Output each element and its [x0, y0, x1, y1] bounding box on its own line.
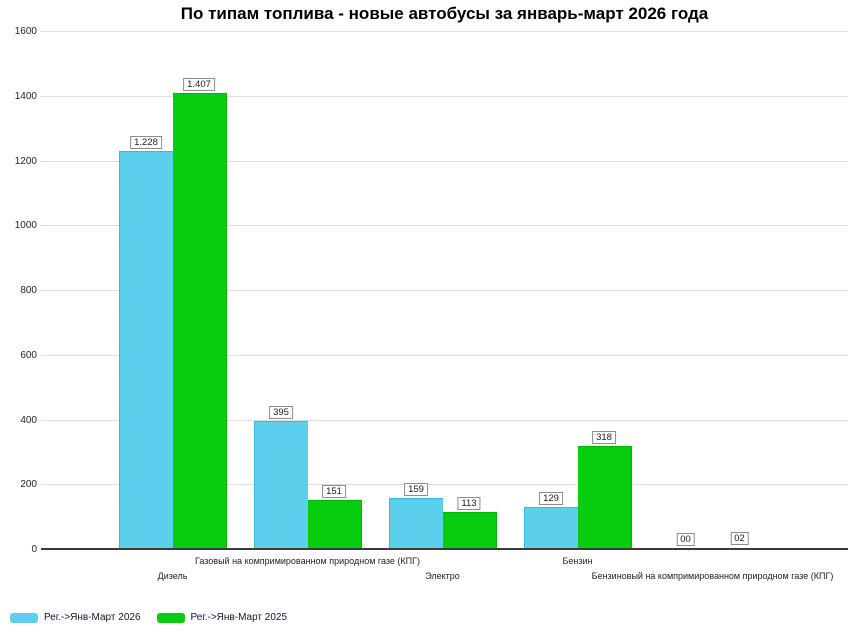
bar-2025: 151: [307, 485, 362, 549]
y-axis-tick-label: 600: [20, 349, 37, 361]
bar-2025: 318: [577, 431, 632, 549]
bar-2026: 129: [523, 492, 578, 549]
bar-group: 129 318: [510, 31, 645, 549]
gridline: [41, 225, 848, 227]
bar-value-label: 02: [730, 532, 749, 545]
legend-item-label: Рег.->Янв-Март 2026: [44, 612, 141, 623]
bar-value-label: 1.228: [130, 136, 162, 150]
bar-group: 159 113: [375, 31, 510, 549]
bars-region: 1.228 1.407 395 151 159 113 129 318 00 02: [105, 31, 780, 549]
legend-item-label: Рег.->Янв-Март 2025: [190, 612, 288, 623]
bar-value-label: 318: [592, 431, 616, 445]
legend-item-2025: Рег.->Янв-Март 2025: [156, 612, 288, 623]
gridline: [41, 484, 848, 486]
gridline: [41, 354, 848, 356]
bar-value-label: 159: [404, 482, 428, 496]
gridline: [41, 290, 848, 291]
legend-item-2026: Рег.->Янв-Март 2026: [10, 612, 141, 623]
bar-value-label: 1.407: [183, 78, 215, 92]
bar-group: 1.228 1.407: [105, 31, 240, 549]
legend: Рег.->Янв-Март 2026 Рег.->Янв-Март 2025: [10, 612, 287, 623]
bar-2025: 1.407: [172, 78, 227, 549]
y-axis-tick-label: 1200: [14, 155, 37, 167]
bar-group: 00 02: [645, 31, 780, 549]
y-axis-tick-label: 400: [20, 414, 37, 426]
gridline: [41, 419, 848, 421]
gridline: [41, 160, 848, 162]
bar-value-label: 395: [269, 406, 293, 420]
bar-value-label: 129: [539, 492, 563, 506]
x-axis-category-label: Бензиновый на компримированном природном…: [591, 571, 834, 581]
gridline: [41, 31, 848, 32]
x-axis-category-label: Электро: [425, 571, 460, 581]
bar-value-label: 00: [676, 533, 695, 546]
plot-area: 1.228 1.407 395 151 159 113 129 318 00 02: [41, 31, 848, 550]
chart-title: По типам топлива - новые автобусы за янв…: [180, 4, 709, 23]
y-axis-tick-label: 1600: [14, 26, 37, 37]
x-axis-line: [41, 548, 848, 550]
x-axis-category-label: Газовый на компримированном природном га…: [195, 556, 420, 566]
y-axis-tick-label: 200: [20, 479, 37, 491]
x-axis-category-label: Дизель: [157, 571, 188, 581]
bar-value-label: 151: [322, 485, 346, 499]
y-axis-tick-label: 1400: [14, 90, 37, 102]
y-axis-tick-label: 800: [20, 285, 37, 296]
legend-swatch-2026: [10, 612, 38, 623]
bar-group: 395 151: [240, 31, 375, 549]
bar-value-label: 113: [457, 497, 481, 511]
y-axis-tick-label: 0: [31, 544, 37, 555]
x-axis-category-label: Бензин: [562, 556, 593, 566]
gridline: [41, 95, 848, 97]
bar-2026: 159: [388, 482, 443, 549]
legend-swatch-2025: [156, 612, 185, 623]
bar-2026: 1.228: [118, 136, 173, 549]
bar-2026: 395: [253, 406, 308, 549]
y-axis-tick-label: 1000: [14, 220, 37, 232]
bar-2025: 113: [442, 497, 497, 549]
